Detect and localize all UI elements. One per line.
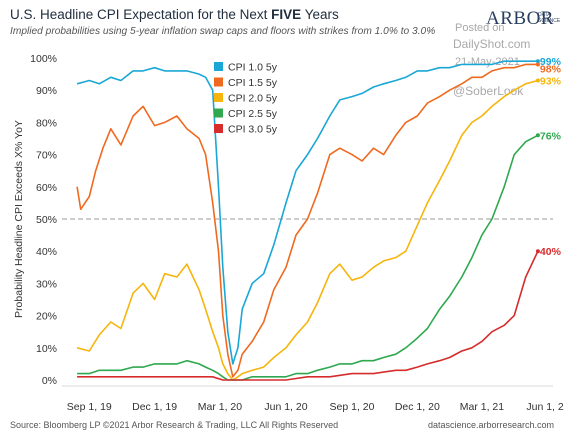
- title-bold: FIVE: [271, 7, 302, 22]
- series-end-point: [535, 78, 540, 83]
- legend-swatch: [214, 93, 223, 102]
- series-line-cpi-2-0-5y: [76, 79, 539, 381]
- legend-label: CPI 3.0 5y: [228, 124, 278, 136]
- logo-sub-line-1: DATA: [538, 12, 551, 18]
- footer-source: Source: Bloomberg LP ©2021 Arbor Researc…: [10, 420, 339, 430]
- legend-label: CPI 1.5 5y: [228, 77, 278, 89]
- series-end-label: 76%: [540, 130, 562, 142]
- arbor-logo-sub: DATA SCIENCE: [538, 12, 560, 24]
- x-tick-label: Sep 1, 19: [67, 401, 112, 413]
- legend-swatch: [214, 124, 223, 133]
- series-end-point: [535, 59, 540, 64]
- series-line-cpi-2-5-5y: [77, 134, 539, 381]
- y-tick-label: 20%: [36, 311, 57, 323]
- x-tick-label: Jun 1, 20: [264, 401, 307, 413]
- y-tick-label: 70%: [36, 150, 57, 162]
- chart-subtitle: Implied probabilities using 5-year infla…: [10, 26, 436, 37]
- watermark-posted: Posted on: [455, 22, 505, 34]
- y-tick-label: 80%: [36, 117, 57, 129]
- series-line-cpi-1-5-5y: [76, 63, 538, 378]
- series-end-label: 98%: [540, 63, 562, 75]
- footer-site: datascience.arborresearch.com: [427, 420, 554, 430]
- series-end-point: [535, 249, 540, 254]
- series-end-label: 93%: [540, 76, 562, 88]
- series-end-point: [535, 133, 540, 138]
- title-prefix: U.S. Headline CPI Expectation for the Ne…: [10, 7, 268, 22]
- chart-title: U.S. Headline CPI Expectation for the Ne…: [10, 7, 339, 22]
- y-axis-label: Probability Headline CPI Exceeds X% YoY: [13, 120, 25, 318]
- watermark-site: DailyShot.com: [453, 37, 531, 51]
- x-tick-label: Mar 1, 20: [198, 401, 243, 413]
- legend-label: CPI 2.5 5y: [228, 108, 278, 120]
- series-line-cpi-1-0-5y: [76, 60, 538, 365]
- x-tick-label: Mar 1, 21: [460, 401, 505, 413]
- y-tick-label: 60%: [36, 182, 57, 194]
- legend-label: CPI 1.0 5y: [228, 62, 278, 74]
- series-line-cpi-3-0-5y: [77, 250, 539, 381]
- y-tick-label: 30%: [36, 278, 57, 290]
- y-tick-label: 40%: [36, 246, 57, 258]
- y-tick-label: 100%: [30, 53, 57, 65]
- legend-swatch: [214, 108, 223, 118]
- x-tick-label: Dec 1, 19: [132, 401, 177, 413]
- watermark-handle: @SoberLook: [453, 84, 524, 98]
- title-suffix: Years: [304, 7, 339, 22]
- logo-sub-line-2: SCIENCE: [538, 18, 561, 24]
- legend-swatch: [214, 77, 223, 87]
- x-tick-label: Dec 1, 20: [395, 401, 440, 413]
- y-tick-label: 0%: [42, 375, 57, 387]
- y-tick-label: 10%: [36, 343, 57, 355]
- series-end-label: 40%: [540, 246, 562, 258]
- series-end-label: 99%: [540, 56, 562, 68]
- y-tick-label: 50%: [36, 214, 57, 226]
- x-tick-label: Sep 1, 20: [330, 401, 375, 413]
- y-tick-label: 90%: [36, 85, 57, 97]
- legend-label: CPI 2.0 5y: [228, 93, 278, 105]
- arbor-logo: ARBOR: [486, 8, 554, 29]
- legend-swatch: [214, 62, 223, 71]
- x-tick-label: Jun 1, 21: [526, 401, 564, 413]
- series-end-point: [535, 62, 540, 67]
